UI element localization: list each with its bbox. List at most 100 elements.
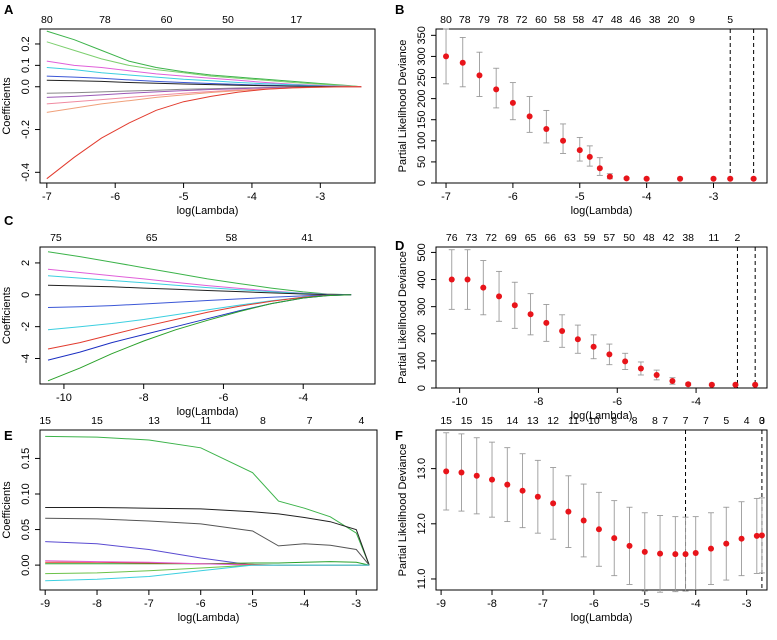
x-tick-label: -5 [640,598,650,610]
panel-letter: C [4,213,14,228]
y-axis-label: Partial Likelihood Deviance [397,251,409,384]
data-point [750,175,757,182]
top-axis-label: 48 [611,14,623,26]
data-point [637,365,644,372]
y-tick-label: 0 [416,385,428,391]
y-tick-label: 100 [416,132,428,150]
coef-line-red [46,86,362,180]
data-point [710,175,717,182]
top-axis-label: 4 [359,415,365,427]
x-tick-label: -8 [534,396,544,408]
top-axis-label: 65 [146,232,158,244]
y-tick-label: 0.1 [20,58,32,73]
panel-b: B -7 -6 -5 -4 -3 0 50 100 150 200 250 300 350 log(Lamb… [395,2,768,217]
coef-line-green-neg [45,564,370,575]
top-axis-label: 58 [573,14,585,26]
top-axis-label: 11 [200,415,211,427]
data-point [672,551,679,558]
x-axis-label: log(Lambda) [571,612,633,624]
top-axis-label: 58 [554,14,566,26]
top-axis-label: 72 [485,232,497,244]
top-axis-label: 7 [307,415,313,427]
top-axis-label: 7 [683,415,689,427]
x-axis-label: log(Lambda) [571,205,633,217]
y-tick-label: 500 [416,243,428,261]
top-axis-label: 15 [461,415,473,427]
top-axis-label: 11 [708,232,719,244]
data-point [643,175,650,182]
x-tick-label: -4 [691,396,701,408]
x-tick-label: -4 [298,392,308,404]
top-axis-label: 15 [39,415,51,427]
data-point [443,468,450,475]
coef-line-salmon [46,86,362,113]
panel-f: F -9 -8 -7 -6 -5 -4 -3 11.0 12.0 13.0 log(Lambda) Pa… [395,415,768,624]
y-axis-label: Coefficients [1,481,13,539]
data-point [543,319,550,326]
panel-d: D -10 -8 -6 -4 0 100 200 300 400 500 log(Lambda) Par… [395,232,768,422]
y-tick-label: 2 [20,260,32,266]
data-point [685,381,692,388]
data-point [509,99,516,106]
top-axis-label: 47 [592,14,604,26]
x-tick-label: -7 [42,191,52,203]
data-point [480,284,487,291]
data-point [657,550,664,557]
y-tick-label: 0 [416,180,428,186]
coef-line-green-1 [46,30,362,88]
data-point [519,487,526,494]
plot-frame [435,246,768,389]
data-point [758,532,765,539]
plot-frame [39,246,376,385]
top-axis-label: 78 [497,14,509,26]
data-point [543,125,550,132]
coef-line-blue-mid [47,294,352,308]
top-axis-label: 7 [703,415,709,427]
data-point [459,59,466,66]
data-point [458,469,465,476]
plot-frame [39,28,376,184]
top-axis-label: 8 [260,415,266,427]
top-axis-label: 11 [568,415,579,427]
x-tick-label: -6 [589,598,599,610]
y-tick-label: 200 [416,325,428,343]
x-tick-label: -6 [110,191,120,203]
x-tick-label: -5 [248,598,258,610]
x-tick-label: -10 [452,396,468,408]
top-axis-label: 13 [148,415,160,427]
y-tick-label: 300 [416,47,428,65]
x-tick-label: -8 [139,392,149,404]
panel-letter: B [395,2,404,17]
y-tick-label: 12.0 [416,513,428,534]
x-tick-label: -6 [219,392,229,404]
y-tick-label: 0.05 [20,519,32,540]
top-axis-label: 15 [91,415,103,427]
panel-letter: E [4,428,13,443]
coef-line-green-low [47,294,352,382]
data-point [753,532,760,539]
x-tick-label: -3 [709,191,719,203]
top-axis-label: 15 [440,415,452,427]
top-axis-label: 41 [301,232,313,244]
top-axis-label: 57 [604,232,616,244]
data-point [590,343,597,350]
data-point [606,173,613,180]
top-axis-label: 79 [478,14,490,26]
data-point [595,526,602,533]
x-tick-label: -3 [315,191,325,203]
top-axis-label: 8 [632,415,638,427]
x-tick-label: -5 [575,191,585,203]
x-tick-label: -4 [300,598,310,610]
top-axis-label: 5 [727,14,733,26]
top-axis-label: 46 [629,14,641,26]
data-point [559,328,566,335]
plot-frame [39,429,378,591]
data-point [752,381,759,388]
data-point [550,500,557,507]
data-point [526,113,533,120]
top-axis-label: 75 [50,232,62,244]
x-tick-label: -5 [179,191,189,203]
data-point [622,358,629,365]
x-axis-label: log(Lambda) [178,612,240,624]
data-point [653,371,660,378]
